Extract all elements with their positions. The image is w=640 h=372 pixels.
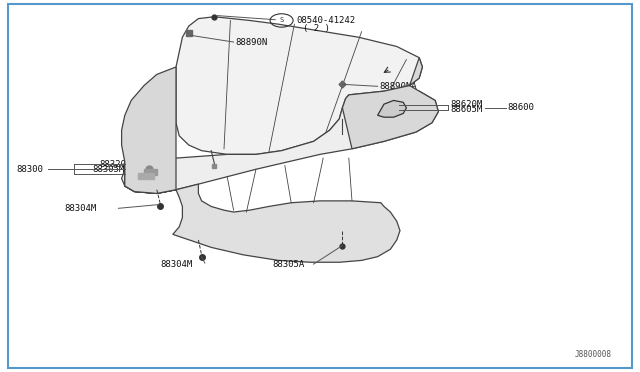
Polygon shape (378, 100, 406, 117)
Text: 88305M: 88305M (93, 165, 125, 174)
Polygon shape (342, 58, 438, 149)
Text: J8800008: J8800008 (574, 350, 611, 359)
Text: 88305A: 88305A (272, 260, 304, 269)
Polygon shape (122, 67, 176, 193)
Text: S: S (280, 17, 284, 23)
Text: 88320: 88320 (99, 160, 126, 169)
Text: 88600: 88600 (508, 103, 534, 112)
Text: 88890NA: 88890NA (380, 82, 417, 91)
Polygon shape (144, 169, 157, 175)
Text: 88620M: 88620M (450, 100, 482, 109)
Text: 88304M: 88304M (160, 260, 192, 269)
Polygon shape (122, 91, 438, 193)
Text: 88300: 88300 (16, 165, 43, 174)
Polygon shape (125, 162, 400, 262)
Text: 88605M: 88605M (450, 105, 482, 114)
Polygon shape (176, 17, 422, 154)
Polygon shape (138, 173, 154, 179)
Text: 88304M: 88304M (64, 204, 96, 213)
Text: 08540-41242: 08540-41242 (296, 16, 355, 25)
Text: 88890N: 88890N (236, 38, 268, 46)
Text: ( 2 ): ( 2 ) (303, 24, 330, 33)
